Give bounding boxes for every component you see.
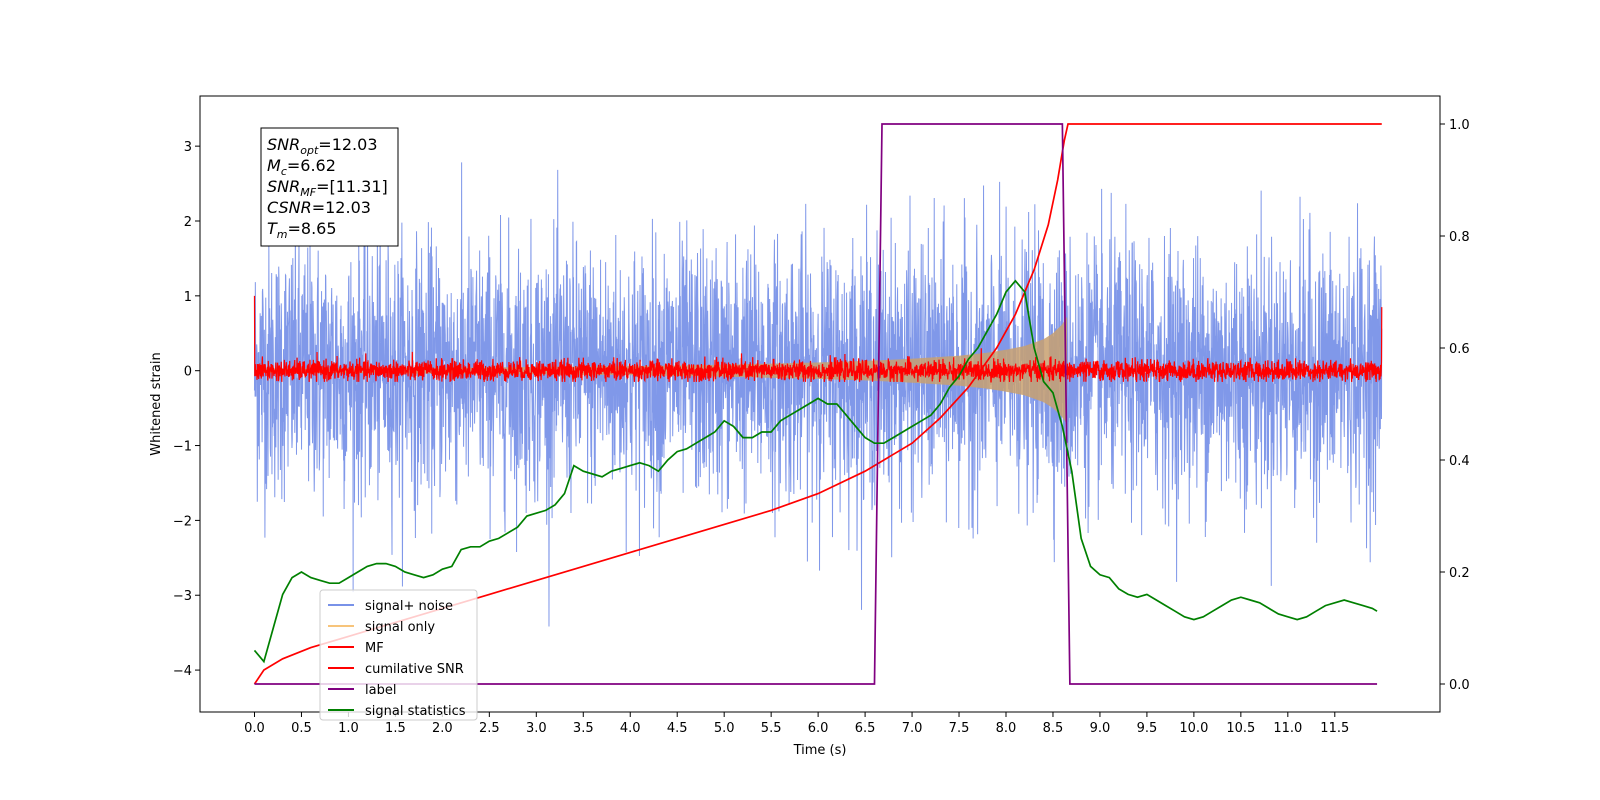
series-label <box>254 123 1378 685</box>
x-tick-label: 1.5 <box>385 721 406 736</box>
y2-tick-label: 0.4 <box>1449 454 1470 469</box>
x-tick-label: 3.5 <box>573 721 594 736</box>
y2-tick-label: 1.0 <box>1449 118 1470 133</box>
annotation-box: SNRopt=12.03Mc=6.62SNRMF=[11.31]CSNR=12.… <box>260 127 399 247</box>
y-tick-label: −3 <box>173 589 192 604</box>
y-tick-label: 3 <box>184 140 192 155</box>
x-tick-label: 3.0 <box>526 721 547 736</box>
x-tick-label: 9.0 <box>1090 721 1111 736</box>
legend-frame <box>319 589 478 721</box>
x-tick-label: 5.5 <box>761 721 782 736</box>
x-tick-label: 11.5 <box>1320 721 1349 736</box>
legend-entry: label <box>365 683 396 698</box>
legend-entry: signal+ noise <box>365 599 453 614</box>
x-tick-label: 0.5 <box>291 721 312 736</box>
y2-tick-label: 0.0 <box>1449 678 1470 693</box>
x-tick-label: 10.5 <box>1226 721 1255 736</box>
annotation-line: Tm=8.65 <box>267 219 337 241</box>
y-axis-left: −4 −3 −2 −1 0 1 2 3 <box>173 140 200 679</box>
y-tick-label: 0 <box>184 365 192 380</box>
y2-tick-label: 0.8 <box>1449 230 1470 245</box>
x-tick-label: 6.0 <box>808 721 829 736</box>
y-tick-label: 2 <box>184 215 192 230</box>
x-tick-label: 2.5 <box>479 721 500 736</box>
legend-entry: MF <box>365 641 384 656</box>
x-tick-label: 1.0 <box>338 721 359 736</box>
y-tick-label: −4 <box>173 664 192 679</box>
x-tick-label: 11.0 <box>1273 721 1302 736</box>
y2-tick-label: 0.6 <box>1449 342 1470 357</box>
x-tick-label: 4.0 <box>620 721 641 736</box>
x-tick-label: 5.0 <box>714 721 735 736</box>
annotation-frame <box>260 127 399 247</box>
legend-entry: cumilative SNR <box>365 662 464 677</box>
annotation-line: Mc=6.62 <box>267 156 336 178</box>
annotation-line: SNRMF=[11.31] <box>267 177 388 199</box>
legend: signal+ noise signal only MF cumilative SNR… <box>319 589 478 721</box>
series-signal-statistics <box>253 279 1378 664</box>
x-tick-label: 8.0 <box>996 721 1017 736</box>
annotation-line: SNRopt=12.03 <box>267 135 378 157</box>
x-tick-label: 0.0 <box>244 721 265 736</box>
plot-frame <box>199 95 1441 713</box>
x-tick-label: 10.0 <box>1179 721 1208 736</box>
annotation-line: CSNR=12.03 <box>267 198 371 217</box>
series-mf <box>253 295 1383 383</box>
y2-tick-label: 0.2 <box>1449 566 1470 581</box>
x-axis-label: Time (s) <box>793 743 847 758</box>
y-tick-label: 1 <box>184 290 192 305</box>
y-axis-label: Whitened strain <box>149 352 164 455</box>
legend-entry: signal only <box>365 620 435 635</box>
y-tick-label: −2 <box>173 514 192 529</box>
legend-entry: signal statistics <box>365 704 466 719</box>
x-tick-label: 8.5 <box>1043 721 1064 736</box>
x-tick-label: 7.0 <box>902 721 923 736</box>
x-tick-label: 9.5 <box>1137 721 1158 736</box>
x-tick-label: 6.5 <box>855 721 876 736</box>
x-tick-label: 2.0 <box>432 721 453 736</box>
y-axis-right: 0.0 0.2 0.4 0.6 0.8 1.0 <box>1440 118 1470 693</box>
x-axis: 0.0 0.5 1.0 1.5 2.0 2.5 3.0 3.5 4.0 4.5 5.0 5.5 6.0 6… <box>244 712 1349 736</box>
x-tick-label: 4.5 <box>667 721 688 736</box>
x-tick-label: 7.5 <box>949 721 970 736</box>
y-tick-label: −1 <box>173 440 192 455</box>
